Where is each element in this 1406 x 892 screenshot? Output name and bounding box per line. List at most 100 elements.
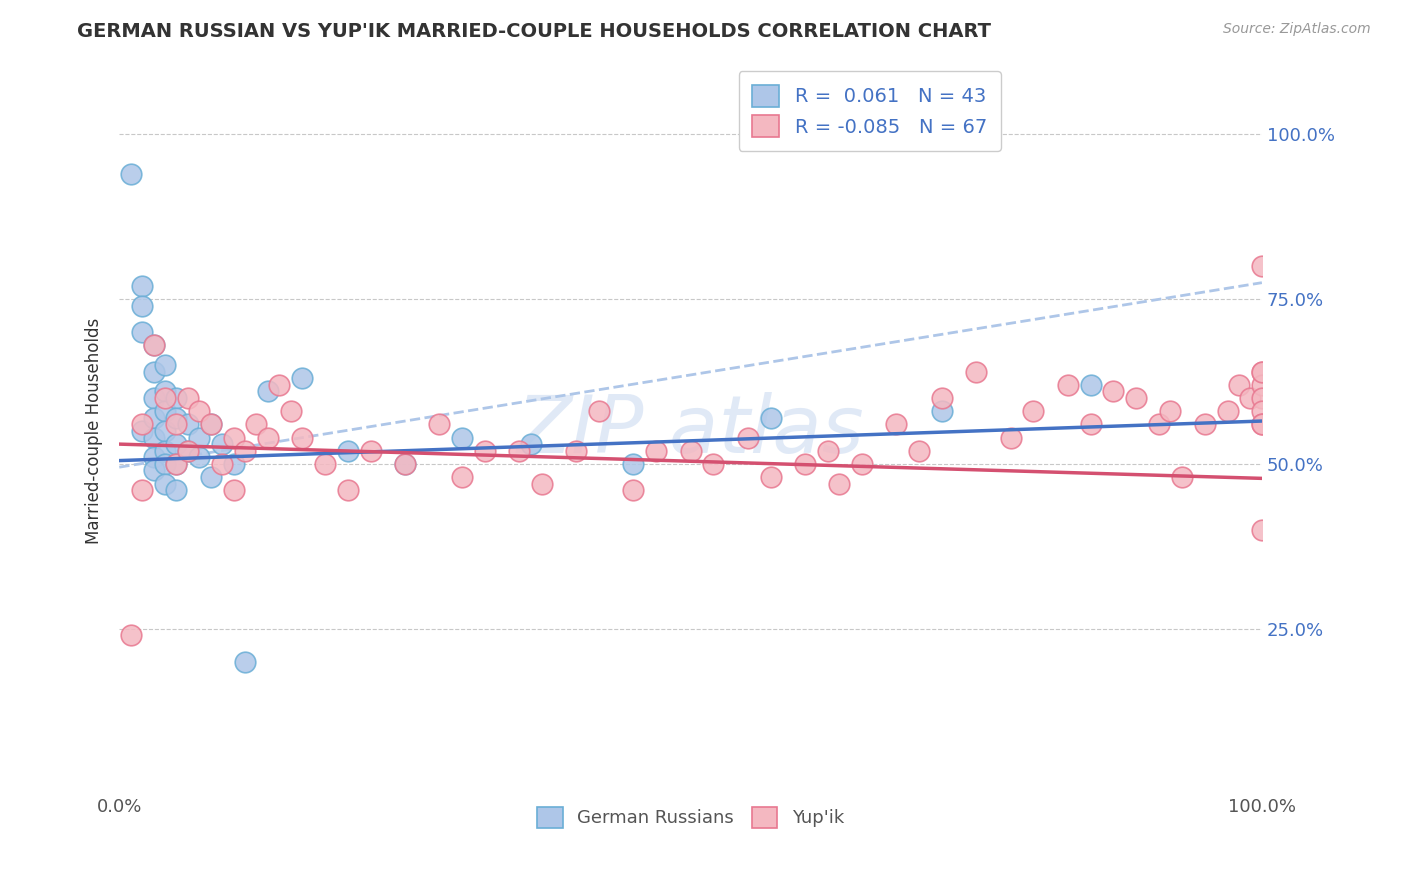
Point	[759, 470, 782, 484]
Point	[1239, 391, 1261, 405]
Point	[702, 457, 724, 471]
Point	[222, 457, 245, 471]
Point	[165, 410, 187, 425]
Point	[1251, 417, 1274, 432]
Point	[131, 424, 153, 438]
Point	[211, 457, 233, 471]
Point	[588, 404, 610, 418]
Point	[165, 391, 187, 405]
Point	[211, 437, 233, 451]
Point	[1251, 404, 1274, 418]
Point	[222, 430, 245, 444]
Point	[1022, 404, 1045, 418]
Point	[817, 443, 839, 458]
Point	[177, 443, 200, 458]
Point	[931, 391, 953, 405]
Point	[165, 457, 187, 471]
Point	[1125, 391, 1147, 405]
Point	[623, 483, 645, 498]
Point	[200, 417, 222, 432]
Point	[142, 410, 165, 425]
Point	[451, 430, 474, 444]
Point	[153, 457, 176, 471]
Point	[188, 430, 211, 444]
Point	[131, 299, 153, 313]
Point	[153, 424, 176, 438]
Point	[451, 470, 474, 484]
Point	[200, 470, 222, 484]
Point	[245, 417, 267, 432]
Point	[131, 483, 153, 498]
Point	[153, 476, 176, 491]
Point	[291, 430, 314, 444]
Point	[1147, 417, 1170, 432]
Point	[233, 655, 256, 669]
Point	[153, 404, 176, 418]
Point	[1056, 377, 1078, 392]
Point	[177, 417, 200, 432]
Point	[222, 483, 245, 498]
Point	[142, 338, 165, 352]
Point	[474, 443, 496, 458]
Point	[188, 450, 211, 465]
Point	[131, 325, 153, 339]
Text: GERMAN RUSSIAN VS YUP'IK MARRIED-COUPLE HOUSEHOLDS CORRELATION CHART: GERMAN RUSSIAN VS YUP'IK MARRIED-COUPLE …	[77, 22, 991, 41]
Point	[623, 457, 645, 471]
Point	[336, 483, 359, 498]
Point	[165, 457, 187, 471]
Point	[188, 404, 211, 418]
Point	[645, 443, 668, 458]
Point	[256, 430, 278, 444]
Text: ZIP atlas: ZIP atlas	[517, 392, 865, 470]
Point	[884, 417, 907, 432]
Point	[531, 476, 554, 491]
Y-axis label: Married-couple Households: Married-couple Households	[86, 318, 103, 544]
Point	[1171, 470, 1194, 484]
Point	[120, 628, 142, 642]
Point	[131, 417, 153, 432]
Point	[519, 437, 541, 451]
Point	[165, 483, 187, 498]
Point	[1102, 384, 1125, 399]
Point	[142, 365, 165, 379]
Point	[142, 391, 165, 405]
Point	[336, 443, 359, 458]
Point	[165, 437, 187, 451]
Point	[1251, 365, 1274, 379]
Point	[131, 279, 153, 293]
Point	[1159, 404, 1181, 418]
Point	[142, 450, 165, 465]
Legend: German Russians, Yup'ik: German Russians, Yup'ik	[530, 800, 851, 835]
Point	[153, 443, 176, 458]
Point	[793, 457, 815, 471]
Point	[314, 457, 336, 471]
Point	[759, 410, 782, 425]
Point	[1194, 417, 1216, 432]
Point	[269, 377, 291, 392]
Point	[291, 371, 314, 385]
Point	[200, 417, 222, 432]
Point	[394, 457, 416, 471]
Point	[851, 457, 873, 471]
Point	[177, 391, 200, 405]
Point	[965, 365, 987, 379]
Point	[165, 417, 187, 432]
Text: Source: ZipAtlas.com: Source: ZipAtlas.com	[1223, 22, 1371, 37]
Point	[142, 463, 165, 477]
Point	[1251, 365, 1274, 379]
Point	[1251, 417, 1274, 432]
Point	[256, 384, 278, 399]
Point	[1216, 404, 1239, 418]
Point	[565, 443, 588, 458]
Point	[280, 404, 302, 418]
Point	[153, 391, 176, 405]
Point	[394, 457, 416, 471]
Point	[1227, 377, 1250, 392]
Point	[233, 443, 256, 458]
Point	[177, 443, 200, 458]
Point	[1251, 259, 1274, 273]
Point	[142, 338, 165, 352]
Point	[1251, 523, 1274, 537]
Point	[153, 384, 176, 399]
Point	[153, 358, 176, 372]
